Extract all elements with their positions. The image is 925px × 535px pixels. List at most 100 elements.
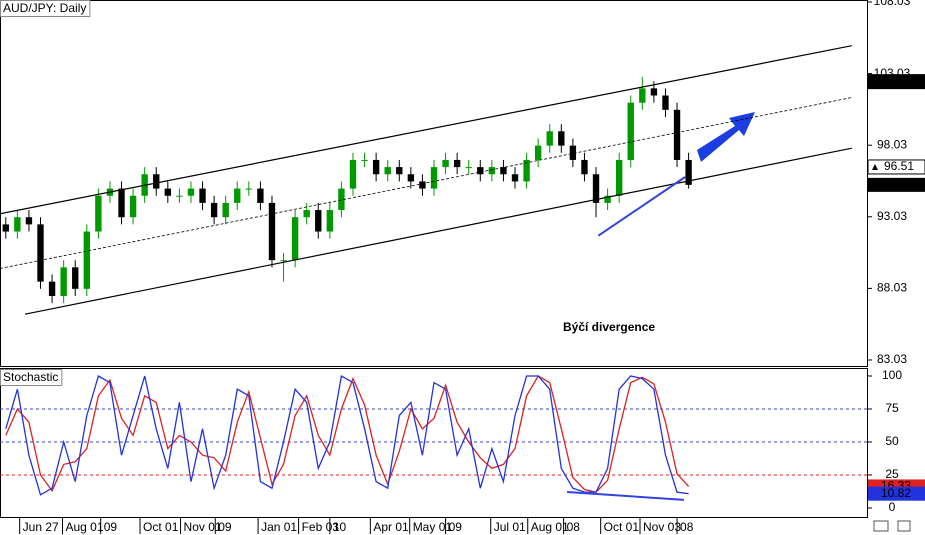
candle-body [14,217,21,232]
candle-body [338,188,345,211]
candle-body [303,210,310,218]
candle-body [523,159,530,182]
x-tick-label: Jun 27 [23,520,59,534]
candle-body [164,188,171,196]
candle-body [95,195,102,232]
candle-body [2,224,9,232]
y-tick-label: 108.03 [874,0,911,8]
candle-body [153,174,160,189]
candle-body [326,210,334,232]
x-tick-label: Nov 01 [184,520,222,534]
trend-arrow [697,112,755,162]
candle-body [500,167,507,175]
candle-body [396,167,403,175]
scroll-icon[interactable] [873,520,889,532]
candle-body [685,159,692,185]
channel-line [597,176,686,237]
x-tick-label: 08 [567,520,581,534]
candle-body [581,159,588,175]
candle-body [662,95,669,110]
candle-body [245,188,253,190]
x-tick-label: Apr 01 [373,520,409,534]
candle-body [639,88,646,103]
candle-body [534,145,542,160]
candle-body [442,159,449,168]
stochastic-panel [0,368,868,518]
candle-body [25,217,33,225]
y-tick-label: 25 [885,467,899,481]
candle-body [199,188,206,203]
candle-body [627,102,634,160]
x-tick-label: May 01 [413,520,453,534]
candle-body [453,159,461,168]
channel-line [0,45,852,215]
candle-body [187,188,195,196]
candle-body [315,210,322,232]
x-tick-label: Nov 03 [643,520,681,534]
candle-body [48,281,56,296]
candle-body [129,195,137,218]
candle-body [511,174,519,182]
candle-body [615,159,623,196]
x-tick-label: Oct 01 [604,520,640,534]
candle-body [222,202,229,218]
price-label: 102.47 [881,74,918,88]
close-icon[interactable] [897,520,911,532]
candle-body [569,145,577,160]
x-tick-label: Jul 01 [494,520,526,534]
y-tick-label: 75 [885,401,899,415]
price-label-box [867,74,925,90]
candle-body [257,188,264,203]
candle-body [268,202,276,261]
candle-body [650,88,658,96]
candle-body [546,131,553,146]
stochastic-line [5,375,690,493]
candle-body [558,131,565,146]
annotation: Býčí divergence [563,320,655,334]
y-tick-label: 0 [889,500,896,514]
y-tick-label: 50 [885,434,899,448]
x-tick-label: 09 [218,520,232,534]
title-box [0,369,63,386]
y-tick-label: 98.03 [877,137,907,151]
candle-body [60,267,67,296]
candle-body [477,167,484,175]
x-tick-label: 08 [680,520,694,534]
price-label-box [867,159,925,175]
price-marker [872,163,878,170]
price-label-box [868,177,925,192]
stochastic-line [5,374,689,496]
x-tick-label: Jan 01 [261,520,297,534]
y-tick-label: 83.03 [877,352,907,366]
candle-body [291,217,299,261]
channel-line [567,491,685,501]
last-value-label: 10.82 [881,486,911,500]
candle-body [372,159,380,175]
candle-body [419,181,426,189]
candle-body [210,202,218,218]
y-tick-label: 100 [882,368,902,382]
x-tick-label: 10 [333,520,347,534]
x-tick-label: 09 [104,520,118,534]
candle-body [604,195,611,203]
candle-body [118,188,125,218]
title-box [0,0,91,17]
candle-body [407,174,415,182]
y-tick-label: 88.03 [877,281,907,295]
candle-body [83,231,90,289]
candle-body [673,109,681,160]
channel-line [24,147,852,315]
candle-body [72,267,79,289]
last-price-label: 95.26 [881,177,911,191]
candle-body [592,174,600,203]
candle-body [349,159,357,189]
panel-title: Stochastic [3,370,58,384]
panel-title: AUD/JPY: Daily [3,1,86,15]
candle-body [488,167,496,175]
candle-body [465,167,472,169]
candle-body [37,224,44,282]
candle-body [176,195,183,197]
y-tick-label: 93.03 [877,209,907,223]
price-label: 96.51 [884,159,914,173]
